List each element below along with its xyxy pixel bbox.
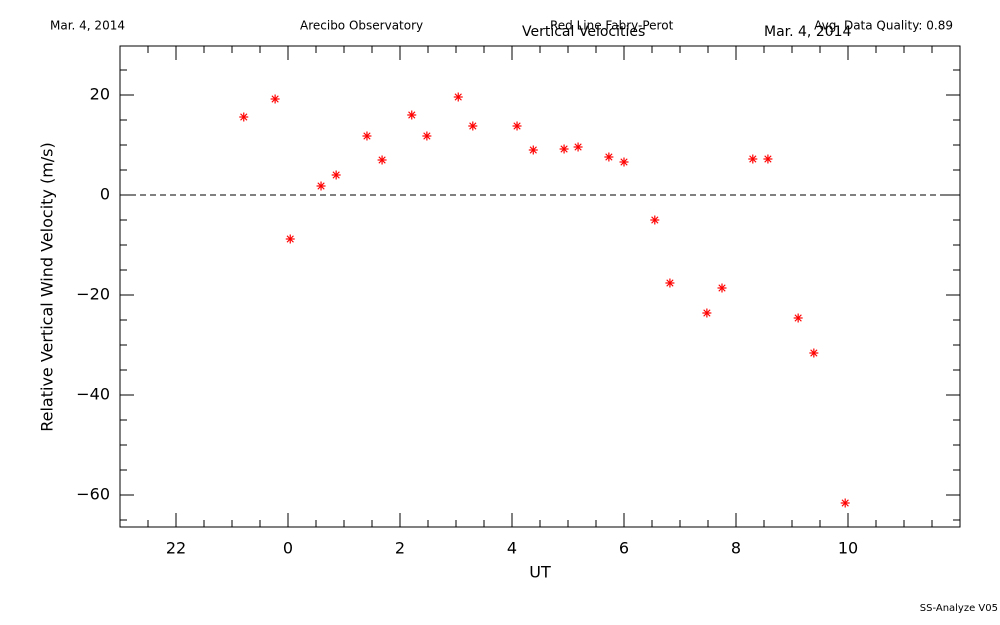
data-point (362, 131, 372, 141)
asterisk-stroke (794, 314, 802, 322)
data-point (573, 142, 583, 152)
data-point (528, 145, 538, 155)
observatory: Arecibo Observatory (300, 19, 423, 33)
data-point (285, 234, 295, 244)
x-tick-label: 0 (283, 539, 293, 558)
asterisk-stroke (240, 113, 248, 121)
asterisk-stroke (749, 155, 757, 163)
x-tick-label: 10 (838, 539, 858, 558)
quality: Avg. Data Quality: 0.89 (814, 19, 953, 33)
plot-frame (119, 45, 961, 528)
data-point (809, 348, 819, 358)
date-title: Mar. 4, 2014 (764, 24, 852, 40)
asterisk-stroke (513, 122, 521, 130)
asterisk-stroke (454, 93, 462, 101)
asterisk-stroke (703, 309, 711, 317)
y-tick-label: −60 (76, 485, 110, 504)
asterisk-stroke (620, 158, 628, 166)
asterisk-stroke (363, 132, 371, 140)
asterisk-stroke (605, 153, 613, 161)
data-point (793, 313, 803, 323)
asterisk-stroke (651, 216, 659, 224)
data-point (619, 157, 629, 167)
data-point (512, 121, 522, 131)
y-tick-label: 0 (100, 185, 110, 204)
data-point (468, 121, 478, 131)
asterisk-stroke (560, 145, 568, 153)
data-point (650, 215, 660, 225)
data-point (840, 498, 850, 508)
date-left: Mar. 4, 2014 (50, 19, 125, 33)
x-tick-label: 4 (507, 539, 517, 558)
x-tick-label: 8 (731, 539, 741, 558)
y-tick-label: −20 (76, 285, 110, 304)
data-point (559, 144, 569, 154)
x-axis-label: UT (529, 563, 551, 582)
asterisk-stroke (529, 146, 537, 154)
asterisk-stroke (574, 143, 582, 151)
asterisk-stroke (810, 349, 818, 357)
data-point (748, 154, 758, 164)
x-tick-label: 6 (619, 539, 629, 558)
footer: SS-Analyze V05 (920, 603, 998, 614)
data-point (717, 283, 727, 293)
data-point (239, 112, 249, 122)
data-point (377, 155, 387, 165)
data-point (604, 152, 614, 162)
data-point (316, 181, 326, 191)
asterisk-stroke (841, 499, 849, 507)
asterisk-stroke (666, 279, 674, 287)
data-point (331, 170, 341, 180)
chart-title: Vertical Velocities (522, 24, 645, 40)
y-axis-label: Relative Vertical Wind Velocity (m/s) (38, 142, 57, 432)
data-point (702, 308, 712, 318)
data-point (763, 154, 773, 164)
data-point (270, 94, 280, 104)
data-point (453, 92, 463, 102)
asterisk-stroke (764, 155, 772, 163)
asterisk-stroke (718, 284, 726, 292)
data-point (422, 131, 432, 141)
asterisk-stroke (423, 132, 431, 140)
asterisk-stroke (378, 156, 386, 164)
data-point (665, 278, 675, 288)
x-tick-label: 2 (395, 539, 405, 558)
asterisk-stroke (408, 111, 416, 119)
x-tick-label: 22 (166, 539, 186, 558)
instrument: Red Line Fabry-Perot (550, 19, 674, 33)
asterisk-stroke (271, 95, 279, 103)
asterisk-stroke (469, 122, 477, 130)
asterisk-stroke (332, 171, 340, 179)
y-tick-label: 20 (90, 85, 110, 104)
asterisk-stroke (286, 235, 294, 243)
y-tick-label: −40 (76, 385, 110, 404)
asterisk-stroke (317, 182, 325, 190)
data-point (407, 110, 417, 120)
axes (119, 46, 960, 527)
